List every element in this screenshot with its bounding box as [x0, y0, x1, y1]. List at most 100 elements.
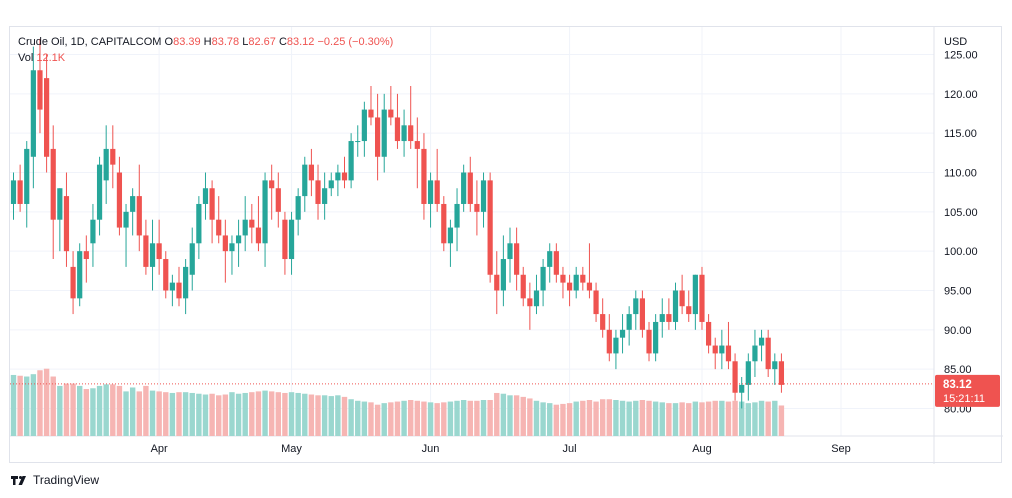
symbol-legend: Crude Oil, 1D, CAPITALCOM O83.39 H83.78 …	[18, 36, 393, 48]
candle-body	[189, 243, 195, 275]
volume-bar	[474, 400, 480, 436]
volume-bar	[441, 402, 447, 436]
candle-body	[447, 227, 454, 244]
time-tick-label: May	[281, 443, 302, 455]
volume-bar	[249, 392, 255, 436]
volume-bar	[149, 390, 156, 436]
volume-bar	[765, 401, 771, 436]
candle-body	[527, 298, 533, 307]
volume-bar	[381, 403, 387, 436]
volume-bar	[745, 403, 752, 436]
volume-bar	[202, 394, 209, 436]
candle-body	[24, 148, 30, 204]
volume-bar	[136, 391, 142, 436]
volume-bar	[772, 400, 778, 436]
candle-body	[540, 266, 546, 291]
candle-body	[77, 251, 83, 299]
volume-bar	[427, 402, 434, 436]
candle-body	[308, 164, 314, 181]
candle-body	[653, 321, 659, 354]
volume-bar	[593, 401, 599, 436]
candle-body	[560, 274, 566, 283]
candle-body	[427, 180, 434, 204]
volume-bar	[540, 402, 546, 436]
volume-bar	[10, 374, 17, 436]
volume-bar	[487, 400, 493, 436]
volume-bar	[434, 403, 440, 436]
candle-body	[315, 180, 321, 204]
volume-bar	[619, 400, 626, 436]
volume-bar	[652, 401, 659, 436]
candle-body	[149, 243, 156, 267]
candle-body	[394, 117, 401, 142]
volume-bar	[679, 402, 685, 436]
volume-bar	[659, 402, 665, 436]
volume-bar	[63, 383, 70, 436]
candle-body	[328, 180, 334, 189]
volume-bar	[156, 391, 162, 436]
candle-body	[586, 282, 593, 291]
candle-body	[202, 188, 209, 204]
candle-body	[388, 109, 394, 118]
volume-bar	[739, 401, 745, 436]
volume-bar	[606, 399, 612, 436]
volume-legend: Vol 12.1K	[18, 52, 65, 64]
candle-body	[533, 290, 540, 307]
volume-bar	[43, 368, 50, 436]
candle-body	[752, 345, 758, 362]
candle-body	[626, 314, 632, 330]
volume-bar	[560, 403, 566, 436]
volume-bar	[553, 404, 560, 436]
candle-body	[183, 266, 189, 299]
volume-bar	[129, 387, 136, 436]
currency-label: USD	[944, 36, 967, 48]
volume-bar	[288, 392, 295, 436]
low-value: 82.67	[248, 36, 276, 48]
open-value: 83.39	[173, 36, 201, 48]
time-tick-label: Aug	[692, 443, 712, 455]
volume-bar	[513, 395, 520, 436]
volume-label[interactable]: Vol	[18, 52, 34, 64]
time-tick-label: Jun	[422, 443, 440, 455]
volume-bar	[778, 405, 785, 436]
candle-body	[163, 259, 169, 291]
volume-bar	[361, 401, 368, 436]
volume-bar	[341, 396, 348, 436]
volume-bar	[116, 385, 123, 436]
volume-bar	[321, 395, 328, 436]
candle-body	[573, 274, 579, 291]
candle-body	[355, 141, 361, 143]
candle-body	[295, 196, 301, 220]
candle-body	[580, 274, 586, 283]
volume-bar	[421, 401, 427, 436]
candle-body	[679, 290, 685, 307]
volume-bar	[752, 402, 758, 436]
candlestick-chart[interactable]: 80.0085.0090.0095.00100.00105.00110.0011…	[10, 27, 1003, 464]
volume-bar	[216, 395, 222, 436]
volume-bar	[758, 400, 765, 436]
volume-bar	[686, 403, 692, 436]
candle-body	[547, 251, 553, 267]
symbol-name[interactable]: Crude Oil, 1D, CAPITALCOM	[18, 36, 162, 48]
candle-body	[17, 180, 23, 204]
candle-body	[686, 306, 692, 315]
candle-body	[282, 219, 288, 260]
volume-bar	[17, 375, 23, 436]
volume-bar	[480, 400, 487, 436]
candle-body	[123, 211, 129, 228]
candle-body	[375, 117, 381, 157]
candle-body	[461, 172, 467, 204]
chart-frame[interactable]: 80.00 85.00 90.00 95.00 100.00 105.00 110.00 11…	[9, 26, 1003, 464]
volume-bar	[77, 385, 83, 436]
volume-bar	[103, 384, 109, 436]
candle-body	[70, 266, 76, 299]
volume-bar	[24, 376, 30, 436]
candle-body	[83, 251, 89, 260]
volume-bar	[70, 383, 76, 436]
candle-body	[454, 203, 460, 228]
tradingview-brand[interactable]: TradingView	[10, 473, 99, 487]
candle-body	[209, 188, 215, 220]
volume-bar	[639, 400, 646, 436]
volume-bar	[507, 395, 513, 436]
volume-bar	[520, 396, 526, 436]
